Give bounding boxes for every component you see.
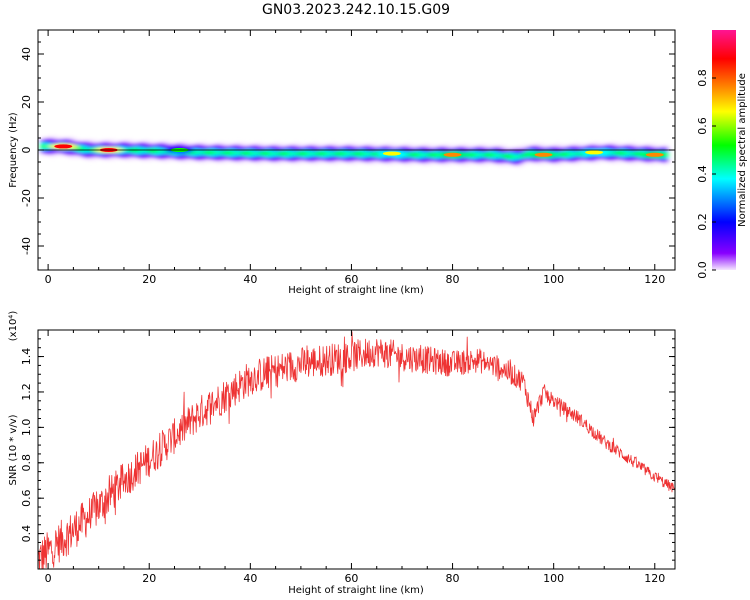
y-tick-label: 0.8 [20,454,33,472]
hotspot [54,144,73,149]
x-tick-label: 80 [446,273,460,286]
hotspot [534,152,553,157]
y-tick-label: 0.4 [20,525,33,543]
x-tick-label: 0 [45,273,52,286]
x-tick-label: 20 [142,273,156,286]
x-tick-label: 120 [644,572,665,585]
x-tick-label: 20 [142,572,156,585]
x-tick-label: 60 [344,572,358,585]
spectrogram-ticks: 0 20 40 60 80 100 120 -40 -20 0 20 40 [20,29,675,286]
snr-frame [37,329,676,570]
colorbar-scale [712,30,736,270]
snr-x-axis-label: Height of straight line (km) [288,585,424,596]
snr-series-line [38,331,675,569]
colorbar-tick-label: 0.4 [696,165,709,183]
hotspot [443,152,462,157]
colorbar-tick-label: 0.8 [696,69,709,87]
x-tick-label: 60 [344,273,358,286]
y-tick-label: 40 [20,47,33,61]
x-tick-label: 40 [243,572,257,585]
colorbar-ticks: 0.0 0.2 0.4 0.6 0.8 [696,69,716,279]
colorbar-tick-label: 0.0 [696,261,709,279]
spectrogram-panel: 0 20 40 60 80 100 120 -40 -20 0 20 40 Height of str… [8,29,676,296]
x-tick-label: 80 [446,572,460,585]
y-tick-label: 1.4 [20,348,33,366]
x-tick-label: 120 [644,273,665,286]
colorbar: 0.0 0.2 0.4 0.6 0.8 Normalized spectral ampl… [696,30,748,279]
snr-panel: 0 20 40 60 80 100 120 0.4 0.6 0.8 1.0 1.2 1.4 Height… [8,311,676,596]
figure-title: GN03.2023.242.10.15.G09 [262,2,450,18]
snr-y-axis-label: SNR (10 * v/v) [8,414,19,485]
x-tick-label: 40 [243,273,257,286]
snr-ticks: 0 20 40 60 80 100 120 0.4 0.6 0.8 1.0 1.2 1.4 [20,330,675,585]
spectral-ridge-glow [40,134,669,169]
snr-scale-label: (x10⁴) [8,311,19,342]
x-tick-label: 0 [45,572,52,585]
y-tick-label: 0 [20,147,33,154]
y-tick-label: 0.6 [20,489,33,507]
y-tick-label: -20 [20,189,33,207]
hotspot [585,150,604,155]
ridge-band [40,144,668,159]
y-tick-label: -40 [20,237,33,255]
spectrogram-x-axis-label: Height of straight line (km) [288,285,424,296]
colorbar-label: Normalized spectral amplitude [737,73,748,227]
snr-plot-area [38,330,675,569]
colorbar-tick-label: 0.2 [696,213,709,231]
y-tick-label: 1.0 [20,419,33,437]
y-tick-label: 20 [20,95,33,109]
hotspot [645,152,664,157]
x-tick-label: 100 [543,572,564,585]
spectrogram-y-axis-label: Frequency (Hz) [8,112,19,188]
y-tick-label: 1.2 [20,383,33,401]
x-tick-label: 100 [543,273,564,286]
colorbar-tick-label: 0.6 [696,117,709,135]
hotspot [382,151,401,156]
